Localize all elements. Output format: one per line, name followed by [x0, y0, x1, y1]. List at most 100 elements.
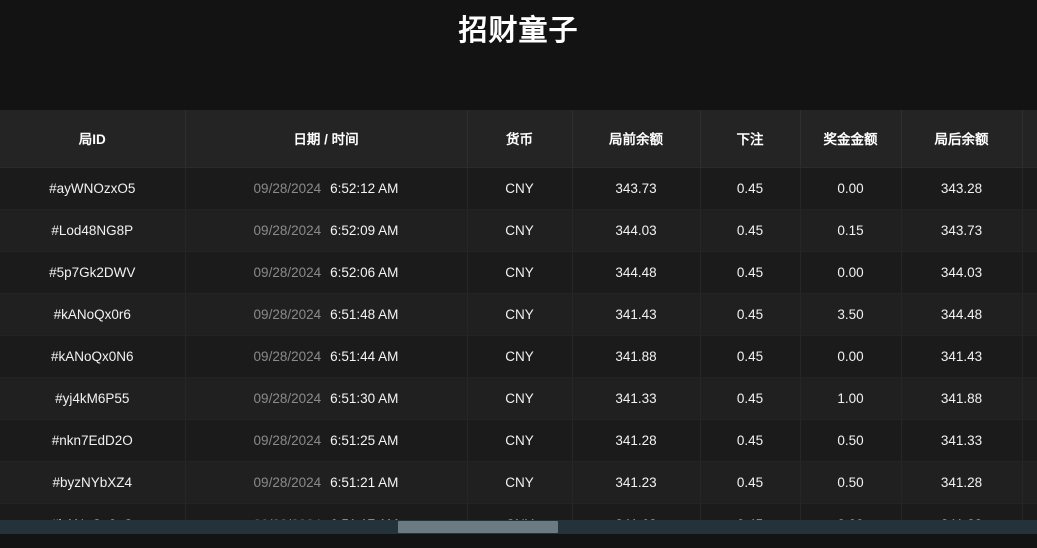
cell-date: 09/28/2024: [253, 432, 322, 448]
column-header-bet[interactable]: 下注: [700, 110, 801, 168]
cell-win-amount: 3.50: [800, 293, 902, 336]
cell-balance-before: 341.33: [572, 377, 701, 420]
cell-date: 09/28/2024: [253, 390, 322, 406]
cell-round-id: #nkn7EdD2O: [0, 419, 186, 462]
cell-time: 6:51:30 AM: [330, 390, 399, 406]
cell-time: 6:52:09 AM: [330, 222, 399, 238]
cell-balance-after: 343.73: [901, 209, 1023, 252]
cell-currency: CNY: [467, 293, 573, 336]
cell-extra: [1022, 167, 1037, 210]
cell-time: 6:51:25 AM: [330, 432, 399, 448]
cell-balance-before: 341.43: [572, 293, 701, 336]
cell-win-amount: 0.15: [800, 209, 902, 252]
cell-balance-after: 341.33: [901, 419, 1023, 462]
table-row[interactable]: #byzNYbXZ4 09/28/2024 6:51:21 AM CNY 341.23 0…: [0, 461, 1037, 504]
table-row[interactable]: #yj4kM6P55 09/28/2024 6:51:30 AM CNY 341.33 0…: [0, 377, 1037, 420]
page-title: 招财童子: [458, 15, 579, 47]
cell-date-time: 09/28/2024 6:52:06 AM: [185, 251, 468, 294]
column-header-round-id[interactable]: 局ID: [0, 110, 186, 168]
cell-round-id: #kANoQx0N6: [0, 335, 186, 378]
cell-date-time: 09/28/2024 6:51:25 AM: [185, 419, 468, 462]
cell-date-time: 09/28/2024 6:52:12 AM: [185, 167, 468, 210]
column-header-date-time[interactable]: 日期 / 时间: [185, 110, 468, 168]
cell-extra: [1022, 335, 1037, 378]
cell-round-id: #Lod48NG8P: [0, 209, 186, 252]
cell-bet: 0.45: [700, 293, 801, 336]
cell-time: 6:52:12 AM: [330, 180, 399, 196]
cell-balance-after: 343.28: [901, 167, 1023, 210]
table-row[interactable]: #ayWNOzxO5 09/28/2024 6:52:12 AM CNY 343.73 0…: [0, 167, 1037, 210]
cell-extra: [1022, 419, 1037, 462]
cell-balance-after: 341.88: [901, 377, 1023, 420]
cell-extra: [1022, 293, 1037, 336]
column-header-extra[interactable]: [1022, 110, 1037, 168]
cell-date: 09/28/2024: [253, 474, 322, 490]
cell-extra: [1022, 461, 1037, 504]
cell-date: 09/28/2024: [253, 264, 322, 280]
table-row[interactable]: #Lod48NG8P 09/28/2024 6:52:09 AM CNY 344.03 0…: [0, 209, 1037, 252]
cell-balance-before: 341.28: [572, 419, 701, 462]
cell-win-amount: 0.00: [800, 251, 902, 294]
cell-balance-after: 344.03: [901, 251, 1023, 294]
cell-balance-before: 344.03: [572, 209, 701, 252]
cell-date-time: 09/28/2024 6:51:44 AM: [185, 335, 468, 378]
cell-win-amount: 0.00: [800, 335, 902, 378]
cell-currency: CNY: [467, 251, 573, 294]
title-bar: 招财童子: [0, 0, 1037, 110]
cell-extra: [1022, 377, 1037, 420]
cell-currency: CNY: [467, 377, 573, 420]
cell-time: 6:51:44 AM: [330, 348, 399, 364]
cell-balance-before: 341.23: [572, 461, 701, 504]
history-table-scroll-container[interactable]: 局ID 日期 / 时间 货币 局前余额 下注 奖金金额 局后余额 #ayWNOz…: [0, 110, 1037, 534]
cell-round-id: #byzNYbXZ4: [0, 461, 186, 504]
cell-round-id: #5p7Gk2DWV: [0, 251, 186, 294]
cell-currency: CNY: [467, 209, 573, 252]
cell-win-amount: 0.00: [800, 167, 902, 210]
cell-date-time: 09/28/2024 6:51:21 AM: [185, 461, 468, 504]
cell-extra: [1022, 209, 1037, 252]
cell-currency: CNY: [467, 167, 573, 210]
cell-balance-after: 341.43: [901, 335, 1023, 378]
cell-date-time: 09/28/2024 6:51:48 AM: [185, 293, 468, 336]
column-header-balance-before[interactable]: 局前余额: [572, 110, 701, 168]
cell-currency: CNY: [467, 461, 573, 504]
cell-date-time: 09/28/2024 6:52:09 AM: [185, 209, 468, 252]
cell-balance-before: 343.73: [572, 167, 701, 210]
cell-balance-after: 341.28: [901, 461, 1023, 504]
horizontal-scrollbar[interactable]: [0, 520, 1037, 534]
cell-currency: CNY: [467, 419, 573, 462]
cell-round-id: #ayWNOzxO5: [0, 167, 186, 210]
table-row[interactable]: #kANoQx0N6 09/28/2024 6:51:44 AM CNY 341.88 0…: [0, 335, 1037, 378]
cell-currency: CNY: [467, 335, 573, 378]
cell-balance-before: 341.88: [572, 335, 701, 378]
table-row[interactable]: #nkn7EdD2O 09/28/2024 6:51:25 AM CNY 341.28 0…: [0, 419, 1037, 462]
cell-time: 6:52:06 AM: [330, 264, 399, 280]
cell-date-time: 09/28/2024 6:51:30 AM: [185, 377, 468, 420]
cell-round-id: #yj4kM6P55: [0, 377, 186, 420]
table-header: 局ID 日期 / 时间 货币 局前余额 下注 奖金金额 局后余额: [0, 110, 1037, 168]
column-header-win-amount[interactable]: 奖金金额: [800, 110, 902, 168]
cell-bet: 0.45: [700, 461, 801, 504]
cell-bet: 0.45: [700, 419, 801, 462]
scrollbar-thumb[interactable]: [398, 521, 558, 533]
table-header-row: 局ID 日期 / 时间 货币 局前余额 下注 奖金金额 局后余额: [0, 110, 1037, 168]
cell-time: 6:51:21 AM: [330, 474, 399, 490]
cell-win-amount: 0.50: [800, 461, 902, 504]
cell-bet: 0.45: [700, 209, 801, 252]
cell-bet: 0.45: [700, 251, 801, 294]
column-header-currency[interactable]: 货币: [467, 110, 573, 168]
cell-bet: 0.45: [700, 377, 801, 420]
cell-balance-before: 344.48: [572, 251, 701, 294]
cell-bet: 0.45: [700, 335, 801, 378]
cell-win-amount: 0.50: [800, 419, 902, 462]
cell-win-amount: 1.00: [800, 377, 902, 420]
cell-date: 09/28/2024: [253, 222, 322, 238]
cell-round-id: #kANoQx0r6: [0, 293, 186, 336]
cell-balance-after: 344.48: [901, 293, 1023, 336]
cell-date: 09/28/2024: [253, 180, 322, 196]
column-header-balance-after[interactable]: 局后余额: [901, 110, 1023, 168]
table-row[interactable]: #5p7Gk2DWV 09/28/2024 6:52:06 AM CNY 344.48 0…: [0, 251, 1037, 294]
cell-extra: [1022, 251, 1037, 294]
table-row[interactable]: #kANoQx0r6 09/28/2024 6:51:48 AM CNY 341.43 0…: [0, 293, 1037, 336]
